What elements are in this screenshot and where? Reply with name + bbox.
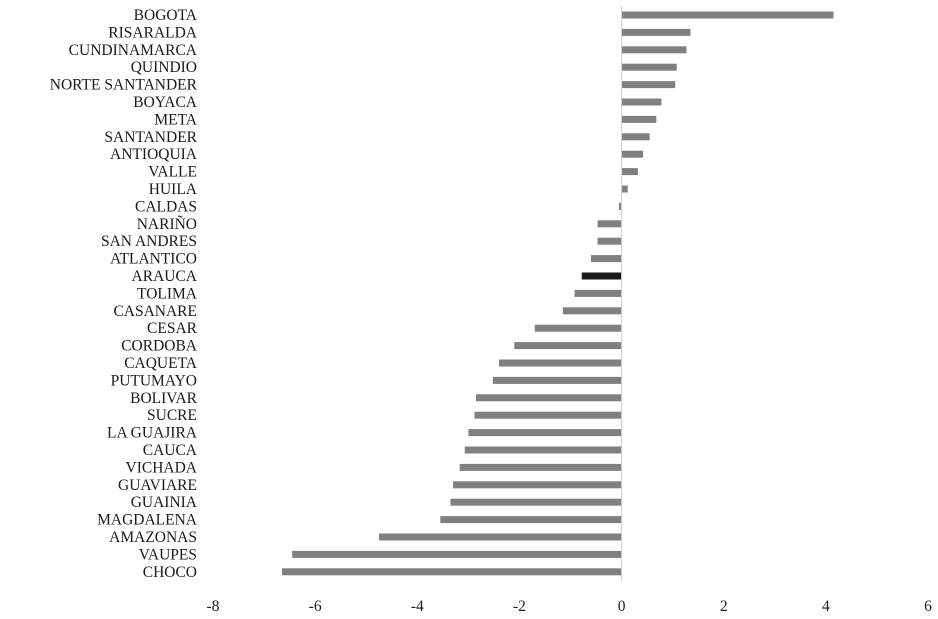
x-tick-label: -2 bbox=[513, 598, 526, 615]
bar-sucre bbox=[474, 411, 622, 419]
bar-bolivar bbox=[476, 394, 622, 402]
x-axis-tick-labels: -8 -6 -4 -2 0 2 4 6 bbox=[207, 598, 933, 615]
bar-quindio bbox=[621, 63, 677, 71]
bar-santander bbox=[621, 133, 650, 141]
category-label: ARAUCA bbox=[132, 268, 198, 285]
category-label: ATLANTICO bbox=[110, 251, 197, 268]
category-label: NARIÑO bbox=[137, 216, 197, 233]
category-label: CUNDINAMARCA bbox=[69, 42, 198, 59]
category-label: META bbox=[154, 111, 197, 128]
category-label: BOLIVAR bbox=[130, 390, 198, 407]
bar-vaupes bbox=[292, 550, 622, 558]
bar-putumayo bbox=[492, 376, 622, 384]
category-label: VAUPES bbox=[139, 546, 197, 563]
category-label: CAUCA bbox=[143, 442, 198, 459]
bar-nari-o bbox=[597, 220, 622, 228]
category-label: SANTANDER bbox=[104, 129, 197, 146]
category-labels: BOGOTARISARALDACUNDINAMARCAQUINDIONORTE … bbox=[50, 7, 198, 581]
bar-tolima bbox=[574, 289, 622, 297]
bar-norte-santander bbox=[621, 81, 676, 89]
category-label: CALDAS bbox=[135, 198, 197, 215]
x-tick-label: 2 bbox=[720, 598, 728, 615]
x-tick-label: 0 bbox=[618, 598, 626, 615]
bar-magdalena bbox=[440, 516, 622, 524]
category-label: AMAZONAS bbox=[109, 529, 197, 546]
bar-risaralda bbox=[621, 28, 691, 36]
category-label: GUAVIARE bbox=[118, 477, 197, 494]
x-tick-label: 6 bbox=[924, 598, 932, 615]
bar-meta bbox=[621, 115, 657, 123]
category-label: ANTIOQUIA bbox=[110, 146, 198, 163]
category-label: CASANARE bbox=[113, 303, 197, 320]
bar-arauca bbox=[581, 272, 622, 280]
bar-la-guajira bbox=[468, 429, 622, 437]
bar-san-andres bbox=[597, 237, 622, 245]
category-label: BOYACA bbox=[133, 94, 198, 111]
bar-guainia bbox=[450, 498, 622, 506]
bars-group bbox=[281, 11, 834, 576]
bar-cordoba bbox=[514, 342, 622, 350]
category-label: CAQUETA bbox=[124, 355, 198, 372]
bar-valle bbox=[621, 168, 638, 176]
bar-vichada bbox=[459, 463, 622, 471]
bar-bogota bbox=[621, 11, 834, 19]
bar-cesar bbox=[534, 324, 622, 332]
category-label: CORDOBA bbox=[121, 338, 198, 355]
bar-amazonas bbox=[378, 533, 622, 541]
category-label: MAGDALENA bbox=[97, 512, 198, 529]
bar-choco bbox=[281, 568, 622, 576]
category-label: VALLE bbox=[148, 164, 197, 181]
category-label: CHOCO bbox=[143, 564, 197, 581]
category-label: VICHADA bbox=[126, 459, 198, 476]
bar-cauca bbox=[464, 446, 622, 454]
bar-atlantico bbox=[590, 255, 622, 263]
category-label: SAN ANDRES bbox=[101, 233, 197, 250]
category-label: HUILA bbox=[149, 181, 198, 198]
category-label: QUINDIO bbox=[131, 59, 197, 76]
x-tick-label: -8 bbox=[207, 598, 220, 615]
bar-antioquia bbox=[621, 150, 644, 158]
x-tick-label: -6 bbox=[309, 598, 322, 615]
bar-casanare bbox=[562, 307, 622, 315]
category-label: GUAINIA bbox=[131, 494, 198, 511]
x-tick-label: -4 bbox=[411, 598, 424, 615]
bar-huila bbox=[621, 185, 628, 193]
category-label: CESAR bbox=[147, 320, 198, 337]
category-label: TOLIMA bbox=[137, 285, 198, 302]
category-label: RISARALDA bbox=[108, 24, 198, 41]
category-label: PUTUMAYO bbox=[111, 372, 197, 389]
bar-boyaca bbox=[621, 98, 662, 106]
bar-caldas bbox=[619, 202, 622, 210]
category-label: LA GUAJIRA bbox=[107, 425, 198, 442]
x-tick-label: 4 bbox=[822, 598, 830, 615]
bar-caqueta bbox=[499, 359, 622, 367]
category-label: BOGOTA bbox=[134, 7, 198, 24]
category-label: SUCRE bbox=[147, 407, 197, 424]
category-label: NORTE SANTANDER bbox=[50, 77, 198, 94]
bar-cundinamarca bbox=[621, 46, 687, 54]
bar-guaviare bbox=[453, 481, 622, 489]
